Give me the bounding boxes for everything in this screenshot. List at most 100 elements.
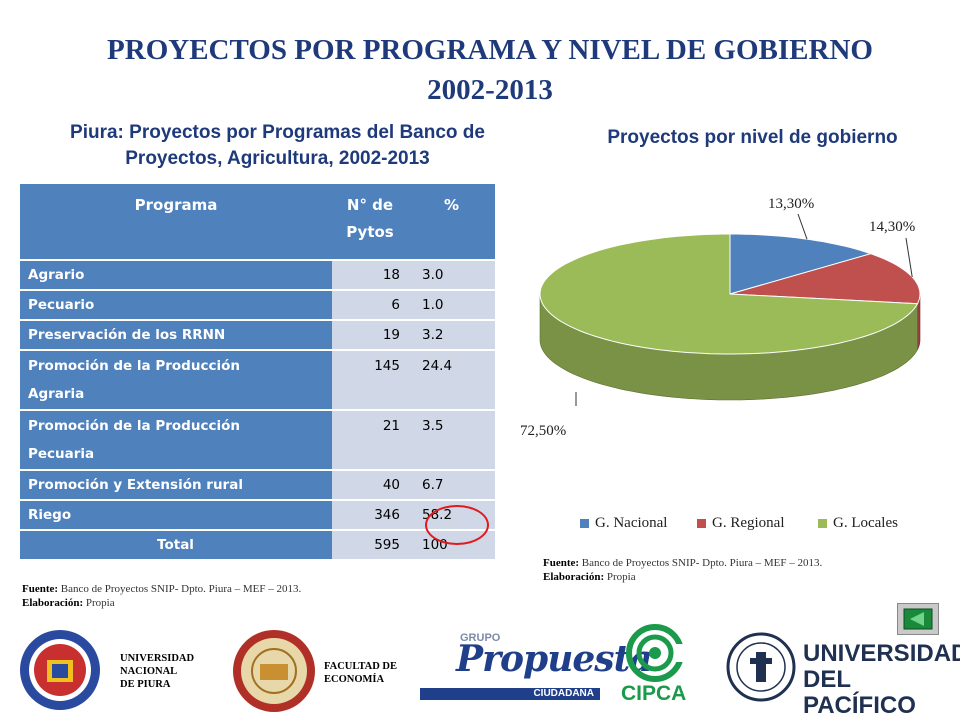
table-source-text: Banco de Proyectos SNIP- Dpto. Piura – M… bbox=[58, 583, 302, 595]
row-pct: 1.0 bbox=[408, 291, 495, 319]
pie-leader-nacional bbox=[797, 213, 808, 240]
chart-source-text: Banco de Proyectos SNIP- Dpto. Piura – M… bbox=[579, 557, 823, 569]
table-title-line2: Proyectos, Agricultura, 2002-2013 bbox=[125, 148, 430, 169]
pie-leaders bbox=[575, 213, 913, 406]
legend-item-nacional: G. Nacional bbox=[580, 515, 667, 532]
economia-seal-icon bbox=[233, 630, 315, 712]
header-n-line1: N° de bbox=[346, 196, 394, 214]
unp-line3: DE PIURA bbox=[120, 679, 171, 690]
up-text: UNIVERSIDAD DEL PACÍFICO bbox=[803, 641, 960, 719]
legend-swatch bbox=[580, 519, 589, 529]
unp-text: UNIVERSIDAD NACIONAL DE PIURA bbox=[120, 652, 194, 691]
table-title-line1: Piura: Proyectos por Programas del Banco… bbox=[70, 122, 485, 143]
table-source-label: Fuente: bbox=[22, 583, 59, 595]
grupo-propuesta-logo: GRUPO Propuesta CIUDADANA bbox=[420, 628, 653, 704]
legend-label: G. Nacional bbox=[595, 515, 668, 531]
unp-line2: NACIONAL bbox=[120, 666, 178, 677]
row-pct: 24.4 bbox=[408, 351, 495, 409]
row-count: 18 bbox=[332, 261, 408, 289]
up-line2: DEL PACÍFICO bbox=[803, 666, 916, 719]
row-program: Agrario bbox=[20, 261, 332, 289]
main-title-line1: PROYECTOS POR PROGRAMA Y NIVEL DE GOBIER… bbox=[107, 34, 873, 66]
row-pct: 3.2 bbox=[408, 321, 495, 349]
chart-elaboration-label: Elaboración: bbox=[543, 571, 605, 583]
chart-source: Fuente: Banco de Proyectos SNIP- Dpto. P… bbox=[543, 556, 822, 584]
pie-label-nacional: 13,30% bbox=[768, 196, 814, 212]
row-count: 145 bbox=[332, 351, 408, 409]
row-program-line1: Promoción de la Producción bbox=[28, 418, 240, 434]
propuesta-small-text: GRUPO bbox=[460, 632, 501, 644]
cipca-text: CIPCA bbox=[621, 682, 687, 705]
row-program: Preservación de los RRNN bbox=[20, 321, 332, 349]
table-row: Promoción de la Producción Pecuaria 21 3… bbox=[20, 411, 495, 469]
header-n-pytos: N° de Pytos bbox=[332, 184, 408, 259]
legend-label: G. Locales bbox=[833, 515, 898, 531]
total-label: Total bbox=[20, 531, 332, 559]
header-programa: Programa bbox=[20, 184, 332, 259]
row-pct: 3.5 bbox=[408, 411, 495, 469]
legend-item-regional: G. Regional bbox=[697, 515, 785, 532]
pie-label-locales: 72,50% bbox=[520, 423, 566, 439]
row-program-line1: Promoción de la Producción bbox=[28, 358, 240, 374]
propuesta-bar: CIUDADANA bbox=[420, 688, 600, 700]
header-n-line2: Pytos bbox=[346, 223, 394, 241]
row-count: 21 bbox=[332, 411, 408, 469]
row-program-line1: Riego bbox=[28, 507, 72, 523]
row-program-line2: Agraria bbox=[28, 386, 85, 402]
economia-line1: FACULTAD DE bbox=[324, 661, 398, 672]
main-title: PROYECTOS POR PROGRAMA Y NIVEL DE GOBIER… bbox=[40, 30, 940, 110]
programs-table: Programa N° de Pytos % Agrario 18 3.0 Pe… bbox=[20, 182, 495, 561]
unp-line1: UNIVERSIDAD bbox=[120, 653, 195, 664]
propuesta-big-text: Propuesta bbox=[456, 638, 653, 680]
back-arrow-icon bbox=[903, 608, 933, 630]
pie-slice-locales bbox=[539, 233, 919, 355]
row-program: Promoción de la Producción Agraria bbox=[20, 351, 332, 409]
economia-text: FACULTAD DE ECONOMÍA bbox=[324, 660, 397, 686]
legend-label: G. Regional bbox=[712, 515, 785, 531]
pie-top bbox=[539, 233, 921, 355]
table-row: Promoción de la Producción Agraria 145 2… bbox=[20, 351, 495, 409]
chart-elaboration-text: Propia bbox=[604, 571, 636, 583]
table-row: Preservación de los RRNN 19 3.2 bbox=[20, 321, 495, 349]
up-seal-icon bbox=[726, 632, 796, 702]
chart-title: Proyectos por nivel de gobierno bbox=[607, 127, 898, 148]
pie-chart: 13,30% 14,30% 72,50% bbox=[520, 196, 921, 439]
row-program: Promoción de la Producción Pecuaria bbox=[20, 411, 332, 469]
legend-item-locales: G. Locales bbox=[818, 515, 898, 532]
row-pct: 6.7 bbox=[408, 471, 495, 499]
row-program-line1: Agrario bbox=[28, 267, 85, 283]
chart-source-line: Fuente: Banco de Proyectos SNIP- Dpto. P… bbox=[543, 556, 822, 570]
row-program-line1: Preservación de los RRNN bbox=[28, 327, 226, 343]
row-count: 6 bbox=[332, 291, 408, 319]
unp-seal-icon bbox=[20, 630, 100, 710]
table-elaboration-line: Elaboración: Propia bbox=[22, 596, 301, 610]
row-program-line2: Pecuaria bbox=[28, 446, 95, 462]
cipca-logo-icon bbox=[626, 624, 690, 682]
row-pct: 3.0 bbox=[408, 261, 495, 289]
chart-elaboration-line: Elaboración: Propia bbox=[543, 570, 822, 584]
nav-button[interactable] bbox=[897, 603, 939, 635]
total-count: 595 bbox=[332, 531, 408, 559]
row-count: 346 bbox=[332, 501, 408, 529]
legend-swatch bbox=[697, 519, 706, 529]
header-pct: % bbox=[408, 184, 495, 259]
pie-leader-regional bbox=[905, 237, 913, 278]
pie-label-regional: 14,30% bbox=[869, 219, 915, 235]
row-program-line1: Pecuario bbox=[28, 297, 95, 313]
table-title: Piura: Proyectos por Programas del Banco… bbox=[5, 120, 550, 172]
main-title-line2: 2002-2013 bbox=[427, 74, 553, 106]
table-source: Fuente: Banco de Proyectos SNIP- Dpto. P… bbox=[22, 582, 301, 610]
table-source-line: Fuente: Banco de Proyectos SNIP- Dpto. P… bbox=[22, 582, 301, 596]
row-count: 40 bbox=[332, 471, 408, 499]
economia-line2: ECONOMÍA bbox=[324, 674, 385, 685]
table-total-row: Total 595 100 bbox=[20, 531, 495, 559]
table-row: Promoción y Extensión rural 40 6.7 bbox=[20, 471, 495, 499]
chart-source-label: Fuente: bbox=[543, 557, 580, 569]
row-program: Promoción y Extensión rural bbox=[20, 471, 332, 499]
row-program: Pecuario bbox=[20, 291, 332, 319]
table-header-row: Programa N° de Pytos % bbox=[20, 184, 495, 259]
table-row: Pecuario 6 1.0 bbox=[20, 291, 495, 319]
legend-swatch bbox=[818, 519, 827, 529]
table-row: Agrario 18 3.0 bbox=[20, 261, 495, 289]
row-count: 19 bbox=[332, 321, 408, 349]
